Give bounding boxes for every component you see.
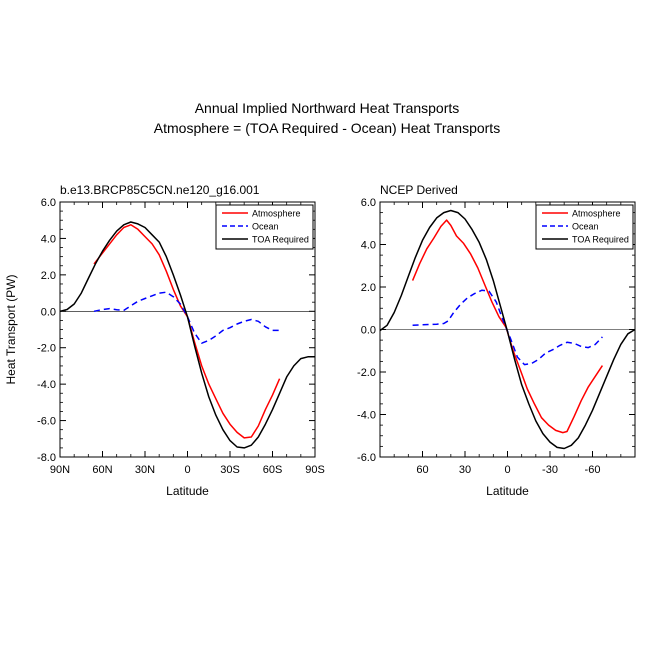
y-tick-label: 4.0 bbox=[361, 240, 376, 252]
chart-2: 6.0 4.0 2.0 0.0 -2.0 -4.0 -6.0 60 30 0 -30 -60 Latit… bbox=[357, 183, 636, 498]
x-tick-label: 0 bbox=[184, 464, 190, 476]
series-line-ocean bbox=[93, 291, 280, 344]
x-tick-label: 90N bbox=[50, 464, 70, 476]
x-tick-label: -30 bbox=[542, 464, 558, 476]
x-tick-label: 0 bbox=[504, 464, 510, 476]
figure-title-block: Annual Implied Northward Heat Transports… bbox=[0, 98, 654, 138]
chart-title: NCEP Derived bbox=[380, 183, 458, 197]
y-tick-label: 4.0 bbox=[41, 233, 56, 245]
x-tick-label: -60 bbox=[585, 464, 601, 476]
y-tick-label: 2.0 bbox=[41, 270, 56, 282]
x-tick-label: 30N bbox=[135, 464, 155, 476]
series-line-atmosphere bbox=[411, 219, 604, 434]
x-tick-label: 30S bbox=[220, 464, 240, 476]
y-tick-label: -2.0 bbox=[37, 343, 56, 355]
y-tick-label: 0.0 bbox=[361, 325, 376, 337]
y-tick-label: -4.0 bbox=[357, 410, 376, 422]
y-tick-label: 6.0 bbox=[361, 197, 376, 209]
y-tick-label: 0.0 bbox=[41, 306, 56, 318]
y-tick-label: -8.0 bbox=[37, 452, 56, 464]
y-tick-label: -6.0 bbox=[37, 416, 56, 428]
figure-subtitle: Atmosphere = (TOA Required - Ocean) Heat… bbox=[153, 120, 501, 136]
y-tick-label: -4.0 bbox=[37, 379, 56, 391]
x-axis-label: Latitude bbox=[166, 484, 209, 498]
y-tick-label: 2.0 bbox=[361, 282, 376, 294]
x-tick-label: 60N bbox=[92, 464, 112, 476]
series-line-toa-required bbox=[379, 209, 636, 450]
legend-label: TOA Required bbox=[252, 235, 309, 245]
figure-title: Annual Implied Northward Heat Transports bbox=[194, 100, 460, 116]
x-tick-label: 60 bbox=[416, 464, 428, 476]
y-tick-label: -2.0 bbox=[357, 367, 376, 379]
legend-label: Ocean bbox=[252, 222, 279, 232]
series-line-toa-required bbox=[59, 221, 315, 449]
x-tick-label: 60S bbox=[263, 464, 283, 476]
y-axis-label: Heat Transport (PW) bbox=[4, 274, 18, 384]
legend-label: Atmosphere bbox=[572, 209, 621, 219]
chart-title: b.e13.BRCP85C5CN.ne120_g16.001 bbox=[60, 183, 260, 197]
x-tick-label: 90S bbox=[305, 464, 325, 476]
legend-label: TOA Required bbox=[572, 235, 629, 245]
x-tick-label: 30 bbox=[459, 464, 471, 476]
series-line-ocean bbox=[412, 289, 603, 366]
legend-label: Atmosphere bbox=[252, 209, 301, 219]
x-axis-label: Latitude bbox=[486, 484, 529, 498]
y-tick-label: -6.0 bbox=[357, 452, 376, 464]
y-tick-label: 6.0 bbox=[41, 197, 56, 209]
series-line-atmosphere bbox=[93, 224, 281, 439]
legend-label: Ocean bbox=[572, 222, 599, 232]
